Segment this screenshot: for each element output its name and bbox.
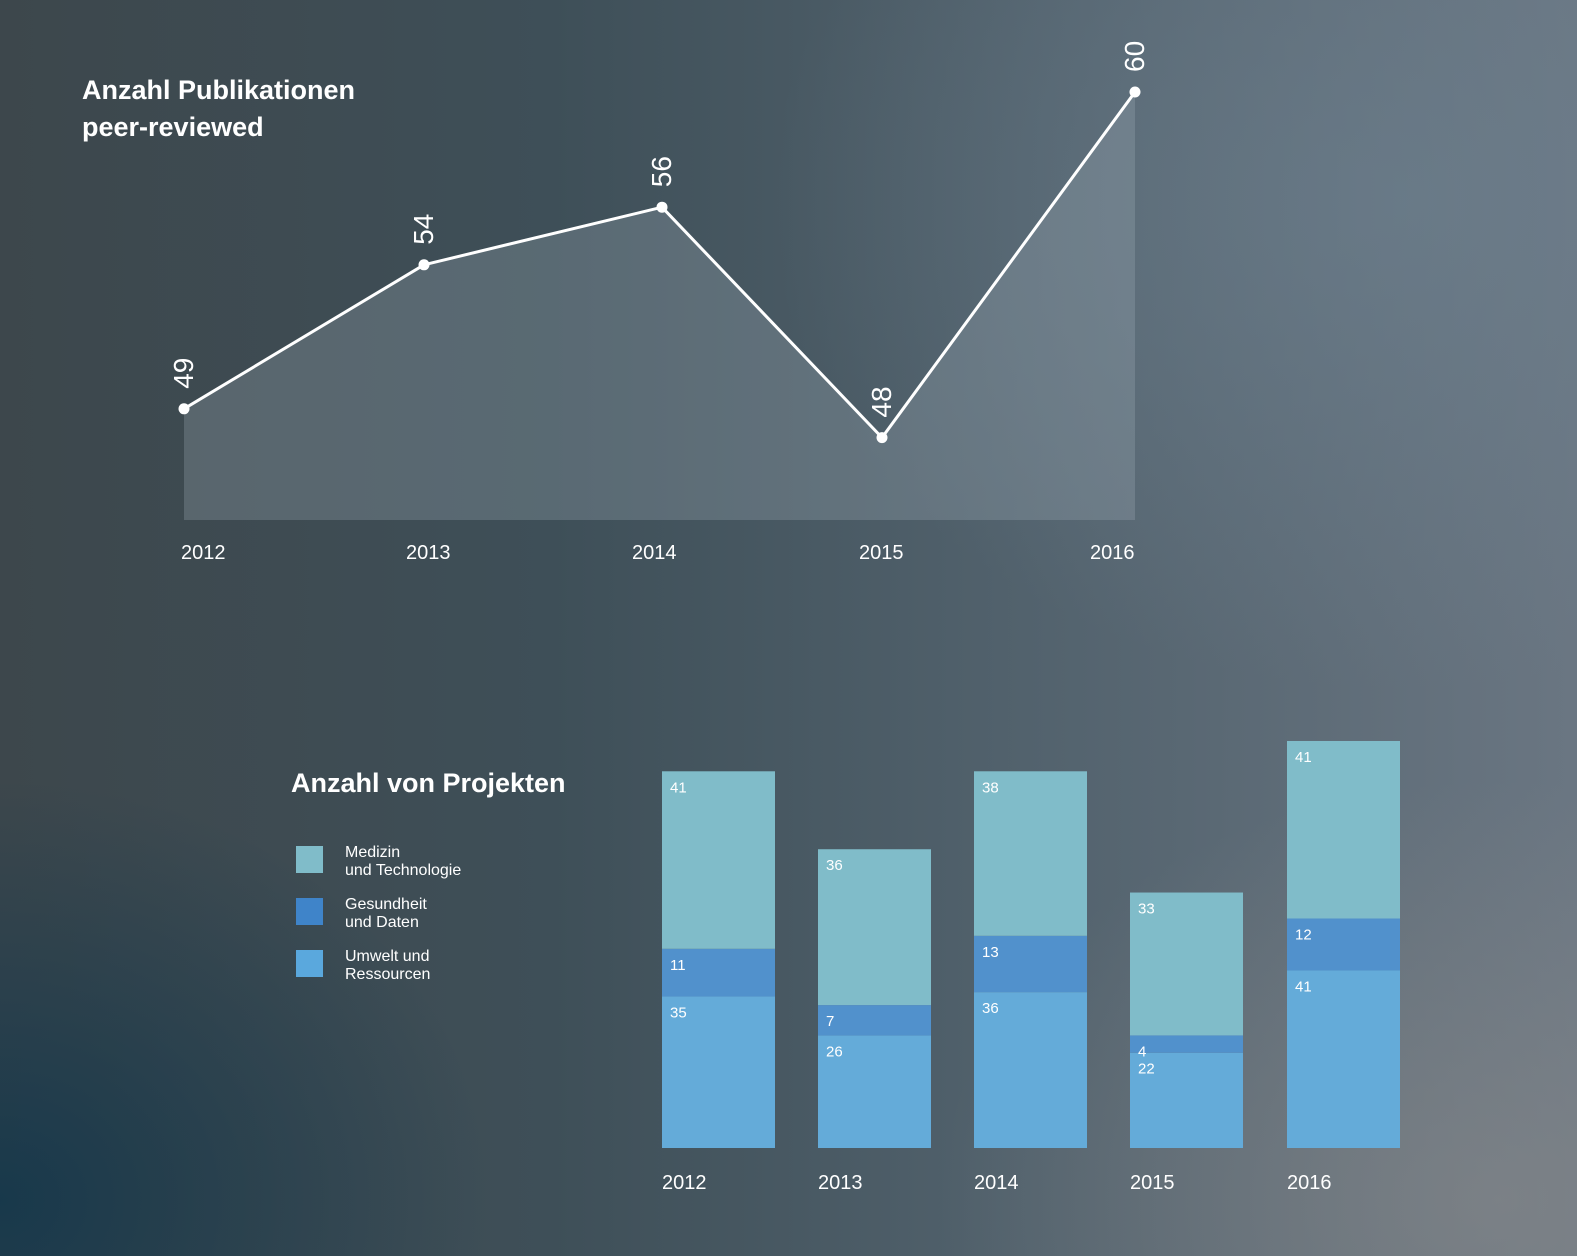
bar-segment-umwelt (1287, 970, 1400, 1148)
bar-value-label: 33 (1138, 901, 1155, 918)
bar-value-label: 11 (670, 957, 686, 974)
publications-point (418, 259, 430, 271)
publications-data-label: 60 (1119, 41, 1150, 72)
bar-segment-gesundheit (662, 948, 775, 997)
legend-label-medizin: Medizin und Technologie (345, 844, 461, 880)
projects-legend: Medizin und Technologie Gesundheit und D… (296, 844, 461, 1000)
bar-segment-medizin (1287, 740, 1400, 919)
bar-value-label: 22 (1138, 1061, 1155, 1078)
projects-x-tick-label: 2016 (1287, 1172, 1332, 1194)
publications-x-tick-label: 2013 (406, 542, 451, 564)
legend-label-umwelt-line-2: Ressourcen (345, 966, 431, 983)
bar-value-label: 4 (1138, 1043, 1146, 1060)
projects-x-tick-label: 2012 (662, 1172, 707, 1194)
publications-data-label: 56 (646, 156, 677, 187)
bar-segment-medizin (1130, 892, 1243, 1036)
bar-segment-medizin (818, 849, 931, 1006)
bar-value-label: 41 (670, 779, 687, 796)
projects-chart-title: Anzahl von Projekten (291, 768, 566, 798)
publications-x-tick-label: 2016 (1090, 542, 1135, 564)
legend-item-umwelt: Umwelt und Ressourcen (296, 948, 461, 984)
publications-data-label: 54 (408, 214, 439, 245)
legend-label-gesundheit-line-1: Gesundheit (345, 896, 427, 913)
legend-swatch-medizin (296, 846, 323, 873)
legend-swatch-umwelt (296, 950, 323, 977)
bar-segment-gesundheit (974, 935, 1087, 993)
projects-x-tick-label: 2015 (1130, 1172, 1175, 1194)
bar-value-label: 41 (1295, 978, 1312, 995)
bar-segment-gesundheit (1130, 1035, 1243, 1053)
legend-swatch-gesundheit (296, 898, 323, 925)
publications-line-chart: 49 54 56 48 60 2012 2013 2014 2015 2016 (168, 41, 1150, 564)
bar-segment-medizin (662, 771, 775, 949)
legend-label-gesundheit: Gesundheit und Daten (345, 896, 427, 932)
publications-x-tick-label: 2015 (859, 542, 904, 564)
bar-value-label: 12 (1295, 927, 1312, 944)
publications-point (656, 201, 668, 213)
legend-label-gesundheit-line-2: und Daten (345, 914, 419, 931)
bar-value-label: 38 (982, 779, 999, 796)
bar-segment-umwelt (1130, 1052, 1243, 1148)
legend-label-umwelt: Umwelt und Ressourcen (345, 948, 430, 984)
publications-x-tick-label: 2014 (632, 542, 677, 564)
bar-segment-umwelt (974, 992, 1087, 1148)
bar-value-label: 26 (826, 1043, 843, 1060)
bar-segment-gesundheit (1287, 918, 1400, 971)
legend-label-medizin-line-2: und Technologie (345, 862, 462, 879)
bar-segment-medizin (974, 771, 1087, 936)
legend-item-gesundheit: Gesundheit und Daten (296, 896, 461, 932)
publications-point (876, 432, 888, 444)
bar-segment-gesundheit (818, 1005, 931, 1036)
legend-label-umwelt-line-1: Umwelt und (345, 948, 430, 965)
projects-x-tick-label: 2014 (974, 1172, 1019, 1194)
publications-area (184, 92, 1135, 520)
publications-title-line-1: Anzahl Publikationen (82, 75, 356, 105)
legend-label-medizin-line-1: Medizin (345, 844, 401, 861)
publications-chart-title: Anzahl Publikationen peer-reviewed (82, 72, 355, 146)
bar-value-label: 35 (670, 1004, 687, 1021)
publications-point (178, 403, 190, 415)
publications-point (1129, 86, 1141, 98)
bar-segment-umwelt (818, 1035, 931, 1148)
legend-item-medizin: Medizin und Technologie (296, 844, 461, 880)
publications-data-label: 49 (168, 358, 199, 389)
bar-value-label: 36 (982, 1000, 999, 1017)
bar-value-label: 7 (826, 1013, 834, 1030)
bar-value-label: 36 (826, 857, 843, 874)
publications-title-line-2: peer-reviewed (82, 112, 264, 142)
bar-value-label: 13 (982, 944, 999, 961)
bar-value-label: 41 (1295, 749, 1312, 766)
publications-x-tick-label: 2012 (181, 542, 226, 564)
projects-x-tick-label: 2013 (818, 1172, 863, 1194)
bar-segment-umwelt (662, 996, 775, 1148)
publications-data-label: 48 (866, 386, 897, 417)
